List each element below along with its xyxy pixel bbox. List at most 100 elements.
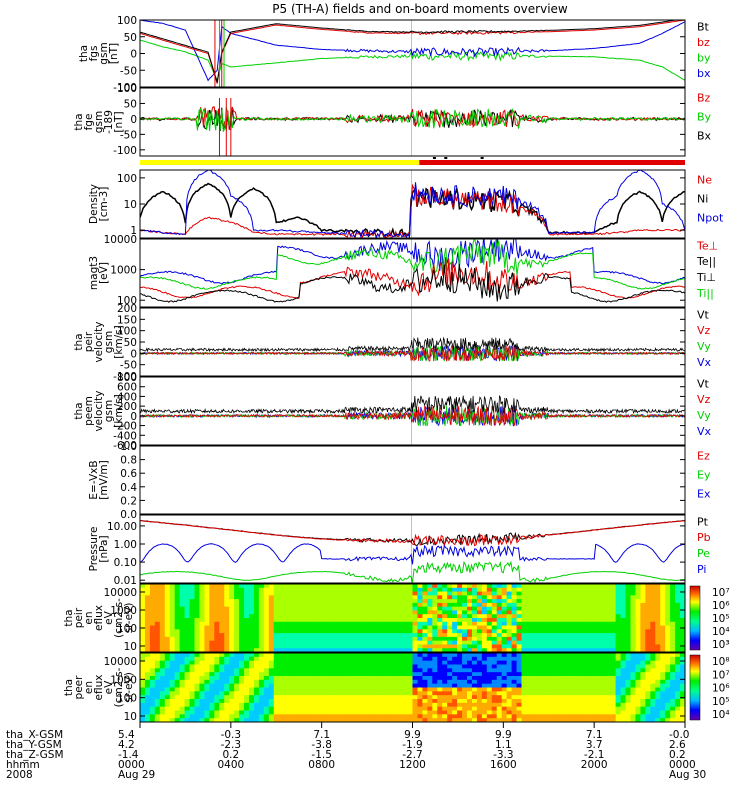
heatmap-cell [620, 699, 627, 704]
heatmap-cell [179, 660, 186, 665]
heatmap-cell [442, 644, 448, 649]
heatmap-cell [576, 591, 582, 596]
heatmap-cell [595, 714, 602, 719]
heatmap-cell [412, 648, 418, 653]
heatmap-cell [273, 653, 280, 658]
heatmap-cell [209, 676, 215, 681]
heatmap-cell [169, 636, 176, 642]
heatmap-cell [293, 587, 300, 593]
heatmap-cell [462, 629, 468, 634]
heatmap-cell [278, 683, 285, 688]
heatmap-cell [635, 656, 641, 662]
heatmap-cell [645, 660, 651, 665]
heatmap-cell [580, 640, 587, 645]
heatmap-cell [422, 664, 428, 669]
heatmap-cell [481, 706, 488, 711]
heatmap-cell [471, 629, 478, 634]
heatmap-cell [595, 656, 602, 662]
heatmap-cell [323, 683, 329, 688]
heatmap-cell [174, 718, 181, 723]
heatmap-cell [367, 584, 374, 589]
heatmap-cell [308, 664, 314, 669]
heatmap-cell [600, 668, 607, 673]
heatmap-cell [348, 714, 354, 719]
heatmap-cell [417, 595, 423, 600]
heatmap-cell [491, 706, 498, 711]
heatmap-cell [268, 587, 275, 593]
heatmap-cell [169, 672, 176, 677]
heatmap-cell [437, 595, 443, 600]
heatmap-cell [169, 706, 176, 711]
heatmap-cell [144, 595, 151, 600]
heatmap-cell [491, 679, 498, 685]
heatmap-cell [343, 640, 349, 645]
heatmap-cell [442, 595, 448, 600]
heatmap-cell [174, 702, 181, 708]
heatmap-cell [189, 699, 195, 704]
heatmap-cell [610, 640, 617, 645]
heatmap-cell [556, 618, 562, 623]
heatmap-cell [486, 587, 493, 593]
heatmap-cell [377, 584, 384, 589]
heatmap-cell [442, 640, 448, 645]
heatmap-cell [199, 599, 205, 604]
heatmap-cell [511, 714, 518, 719]
heatmap-cell [660, 702, 666, 708]
heatmap-cell [224, 699, 230, 704]
heatmap-cell [239, 610, 245, 615]
heatmap-cell [382, 695, 389, 700]
heatmap-cell [590, 710, 597, 715]
heatmap-cell [665, 636, 671, 642]
heatmap-cell [467, 610, 473, 615]
heatmap-cell [526, 587, 532, 593]
heatmap-cell [194, 668, 200, 673]
heatmap-cell [417, 699, 423, 704]
heatmap-cell [273, 679, 280, 685]
colorbar-label: 10⁴ [712, 626, 730, 638]
heatmap-cell [293, 699, 300, 704]
heatmap-cell [174, 679, 181, 685]
heatmap-cell [140, 595, 146, 600]
heatmap-cell [308, 691, 314, 696]
heatmap-cell [541, 653, 547, 658]
heatmap-cell [625, 625, 631, 630]
heatmap-cell [283, 636, 290, 642]
heatmap-cell [343, 644, 349, 649]
heatmap-cell [635, 653, 641, 658]
heatmap-cell [412, 672, 418, 677]
heatmap-cell [278, 672, 285, 677]
heatmap-cell [234, 672, 240, 677]
heatmap-cell [353, 587, 359, 593]
heatmap-cell [600, 706, 607, 711]
heatmap-cell [313, 599, 319, 604]
heatmap-cell [417, 683, 423, 688]
heatmap-cell [184, 664, 191, 669]
heatmap-cell [447, 610, 453, 615]
heatmap-cell [179, 599, 186, 604]
heatmap-cell [541, 660, 547, 665]
heatmap-cell [655, 595, 661, 600]
heatmap-cell [625, 644, 631, 649]
heatmap-cell [600, 602, 607, 608]
heatmap-cell [303, 660, 309, 665]
y-tick-label: 1000 [110, 674, 137, 686]
heatmap-cell [556, 606, 562, 611]
y-axis-label: tha [73, 113, 85, 130]
heatmap-cell [580, 679, 587, 685]
heatmap-cell [263, 595, 270, 600]
heatmap-cell [174, 618, 181, 623]
heatmap-cell [164, 668, 171, 673]
heatmap-cell [501, 679, 508, 685]
heatmap-cell [293, 614, 300, 619]
heatmap-cell [471, 602, 478, 608]
heatmap-cell [249, 691, 255, 696]
heatmap-cell [323, 640, 329, 645]
heatmap-cell [620, 656, 627, 662]
heatmap-cell [169, 606, 176, 611]
heatmap-cell [298, 683, 304, 688]
heatmap-cell [377, 702, 384, 708]
heatmap-cell [417, 687, 423, 692]
heatmap-cell [650, 648, 656, 653]
heatmap-cell [328, 644, 334, 649]
